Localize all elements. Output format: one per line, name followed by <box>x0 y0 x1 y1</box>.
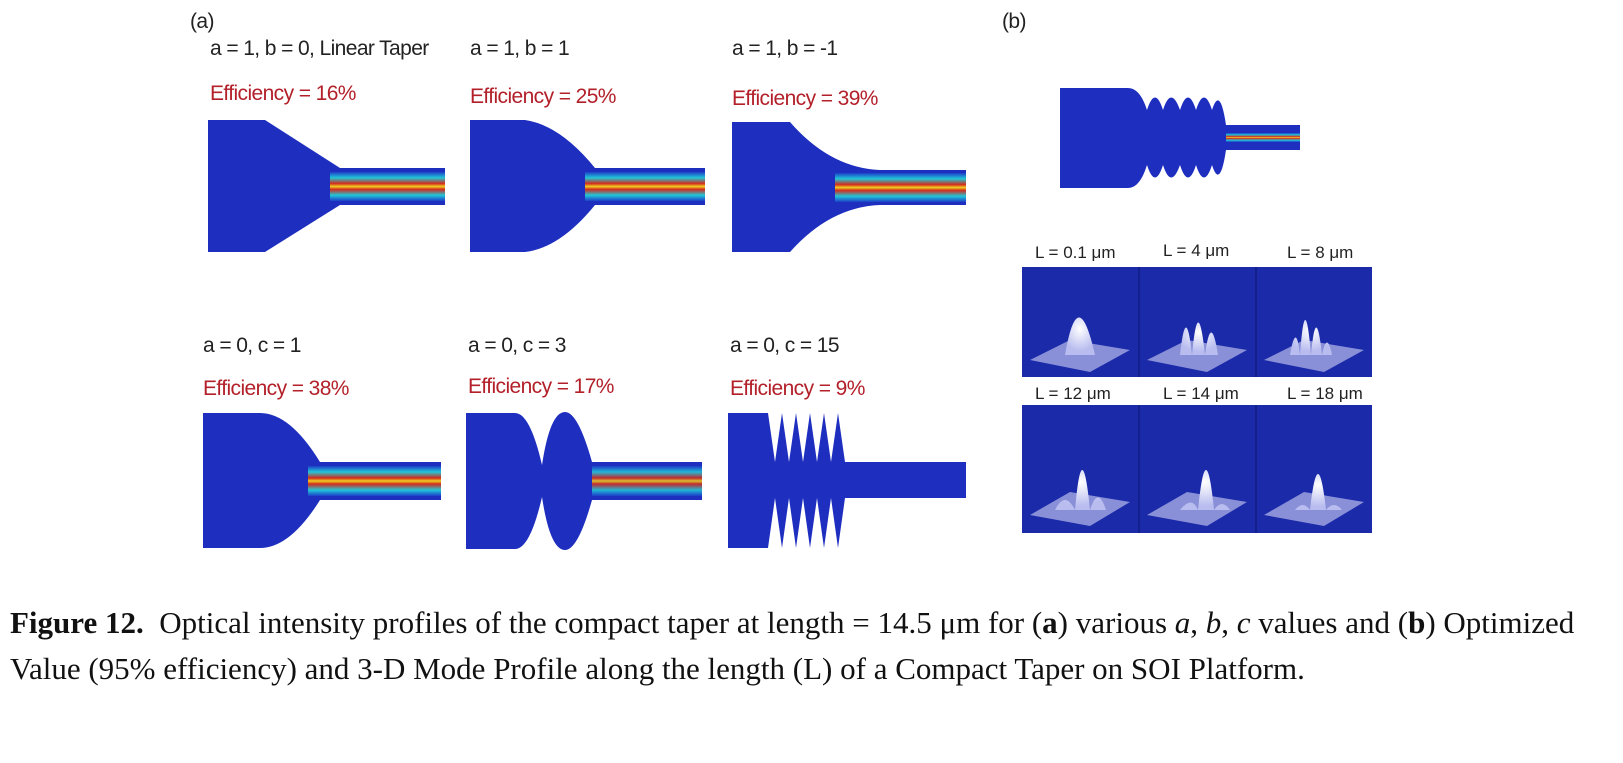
caption-text: , <box>1221 605 1237 640</box>
params: a = 1, b = 0, Linear Taper <box>210 37 429 60</box>
taper-sim <box>732 122 966 252</box>
taper-sim <box>728 413 966 548</box>
taper-sim <box>203 413 441 548</box>
caption-label: Figure 12. <box>10 605 144 640</box>
mode-label: L = 14 μm <box>1163 384 1239 403</box>
params: a = 0, c = 15 <box>730 334 839 357</box>
caption-text: b <box>1205 605 1222 640</box>
caption-text: ) various <box>1057 605 1175 640</box>
taper-sim <box>208 120 445 252</box>
params: a = 0, c = 3 <box>468 334 566 357</box>
panel-label: (a) <box>190 10 214 33</box>
caption-text: b <box>1408 605 1426 640</box>
caption-text: Optical intensity profiles of the compac… <box>159 605 1043 640</box>
mode-label: L = 18 μm <box>1287 384 1363 403</box>
caption-text: a <box>1174 605 1191 640</box>
caption-text: , <box>1190 605 1206 640</box>
efficiency: Efficiency = 17% <box>468 375 614 398</box>
mode-label: L = 12 μm <box>1035 384 1111 403</box>
efficiency: Efficiency = 38% <box>203 377 349 400</box>
mode-label: L = 4 μm <box>1163 241 1229 260</box>
caption-text: ) Optimized Value (95% efficiency) and 3… <box>10 605 1575 686</box>
caption: Figure 12. Optical intensity profiles of… <box>10 600 1610 692</box>
caption-text: a <box>1042 605 1058 640</box>
figure: (a) (b) a = 1, b = 0, Linear Taper Effic… <box>190 10 1372 550</box>
caption-text: c <box>1236 605 1251 640</box>
efficiency: Efficiency = 16% <box>210 82 356 105</box>
mode-grid <box>1022 267 1372 533</box>
mode-label: L = 0.1 μm <box>1035 243 1116 262</box>
optimized-taper <box>1060 88 1300 188</box>
caption-text: values and ( <box>1250 605 1409 640</box>
params: a = 1, b = -1 <box>732 37 837 60</box>
taper-sim <box>470 120 705 252</box>
params: a = 1, b = 1 <box>470 37 569 60</box>
efficiency: Efficiency = 9% <box>730 377 865 400</box>
taper-sim <box>466 412 702 550</box>
params: a = 0, c = 1 <box>203 334 301 357</box>
mode-label: L = 8 μm <box>1287 243 1353 262</box>
panel-label: (b) <box>1002 10 1026 33</box>
efficiency: Efficiency = 39% <box>732 87 878 110</box>
efficiency: Efficiency = 25% <box>470 85 616 108</box>
